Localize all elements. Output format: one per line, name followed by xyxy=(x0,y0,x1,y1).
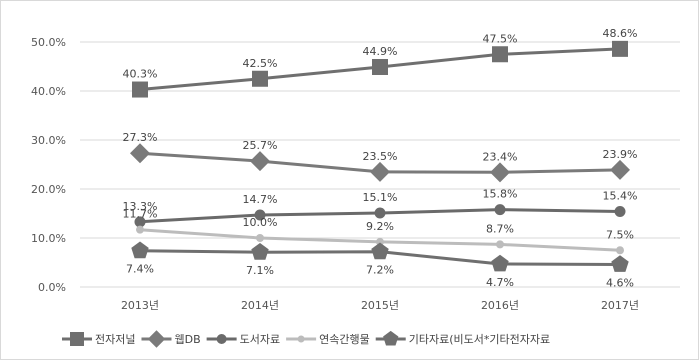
data-label: 15.1% xyxy=(363,191,398,204)
data-label: 7.2% xyxy=(366,264,394,277)
y-tick-label: 50.0% xyxy=(31,36,66,49)
data-point xyxy=(614,206,626,218)
y-tick-label: 30.0% xyxy=(31,134,66,147)
legend-marker xyxy=(216,334,227,344)
data-label: 15.4% xyxy=(603,190,638,203)
data-point xyxy=(374,207,386,219)
legend-item: 기타자료(비도서*기타전자자료 xyxy=(375,330,550,346)
series-3 xyxy=(134,204,626,228)
data-point xyxy=(371,242,389,260)
data-label: 15.8% xyxy=(483,188,518,201)
data-label: 40.3% xyxy=(123,68,158,81)
data-point xyxy=(132,81,148,98)
x-tick-label: 2013년 xyxy=(121,299,159,312)
series-5 xyxy=(131,241,629,272)
legend-marker xyxy=(70,332,84,346)
data-point xyxy=(370,161,390,182)
legend-label: 기타자료(비도서*기타전자자료 xyxy=(409,333,550,346)
data-point xyxy=(251,243,269,260)
legend: 전자저널 웹DB 도서자료 연속간행물 기타자료(비도서*기타전자자료 xyxy=(62,330,550,348)
series-4 xyxy=(136,225,624,255)
data-point xyxy=(131,241,149,259)
legend-label: 도서자료 xyxy=(240,333,280,346)
data-label: 23.9% xyxy=(603,148,638,161)
data-point xyxy=(134,216,146,228)
series-lines xyxy=(130,40,630,272)
legend-marker xyxy=(297,335,305,343)
x-tick-label: 2014년 xyxy=(241,299,279,312)
data-labels: 40.3% 42.5% 44.9% 47.5% 48.6% 27.3% 25.7% 23.5%… xyxy=(123,27,638,290)
data-label: 42.5% xyxy=(243,57,278,70)
data-point xyxy=(254,209,266,221)
data-point xyxy=(492,46,508,63)
data-label: 47.5% xyxy=(483,32,518,45)
data-point xyxy=(372,58,388,75)
data-label: 27.3% xyxy=(123,131,158,144)
gridlines xyxy=(80,41,680,288)
data-label: 7.5% xyxy=(606,228,634,241)
data-label: 7.1% xyxy=(246,264,274,277)
legend-item: 연속간행물 xyxy=(286,333,370,346)
data-point xyxy=(616,246,624,255)
y-tick-label: 20.0% xyxy=(31,183,66,196)
data-label: 11.7% xyxy=(123,208,158,221)
data-label: 9.2% xyxy=(366,220,394,233)
data-label: 4.6% xyxy=(606,276,634,289)
x-tick-label: 2016년 xyxy=(481,299,519,312)
series-1 xyxy=(132,40,628,98)
data-point xyxy=(494,204,506,216)
x-tick-label: 2017년 xyxy=(601,299,639,312)
y-tick-label: 40.0% xyxy=(31,85,66,98)
data-label: 48.6% xyxy=(603,27,638,40)
data-label: 8.7% xyxy=(486,222,514,235)
data-label: 23.5% xyxy=(363,150,398,163)
data-point xyxy=(611,255,629,272)
data-label: 10.0% xyxy=(243,216,278,229)
legend-item: 웹DB xyxy=(141,330,201,348)
data-point xyxy=(612,40,628,57)
legend-marker xyxy=(383,330,399,346)
x-tick-label: 2015년 xyxy=(361,299,399,312)
data-label: 23.4% xyxy=(483,150,518,163)
y-tick-label: 0.0% xyxy=(38,281,66,294)
data-point xyxy=(490,162,510,183)
legend-label: 연속간행물 xyxy=(319,333,370,346)
y-tick-label: 10.0% xyxy=(31,232,66,245)
data-point xyxy=(252,70,268,87)
data-point xyxy=(136,225,144,234)
data-point xyxy=(491,254,509,272)
legend-label: 웹DB xyxy=(174,333,200,346)
legend-item: 도서자료 xyxy=(206,333,280,346)
data-point xyxy=(250,151,270,172)
data-label: 14.7% xyxy=(243,193,278,206)
series-2 xyxy=(130,143,630,183)
data-label: 13.3% xyxy=(123,200,158,213)
data-label: 7.4% xyxy=(126,263,154,276)
legend-label: 전자저널 xyxy=(95,333,135,346)
data-label: 4.7% xyxy=(486,276,514,289)
data-point xyxy=(610,159,630,180)
legend-marker xyxy=(147,330,166,348)
data-point xyxy=(496,240,504,249)
data-point xyxy=(130,143,150,164)
legend-item: 전자저널 xyxy=(62,332,135,346)
x-axis-ticks: 2013년 2014년 2015년 2016년 2017년 xyxy=(121,299,639,312)
data-point xyxy=(256,234,264,242)
data-point xyxy=(376,237,384,246)
data-label: 25.7% xyxy=(243,139,278,152)
data-label: 44.9% xyxy=(363,45,398,58)
y-axis-ticks: 0.0% 10.0% 20.0% 30.0% 40.0% 50.0% xyxy=(31,36,66,294)
